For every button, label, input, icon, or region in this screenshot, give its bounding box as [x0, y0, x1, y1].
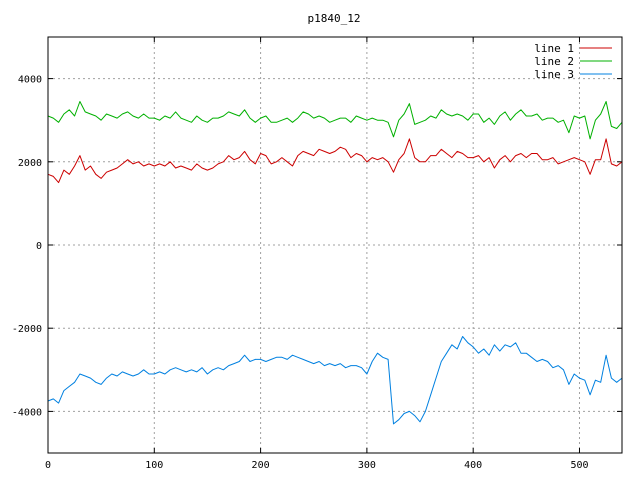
- y-tick-label: 0: [36, 241, 42, 252]
- legend-label: line 2: [534, 55, 574, 68]
- chart-title: p1840_12: [308, 12, 361, 25]
- y-tick-label: 2000: [18, 158, 42, 169]
- axis-ticks: 0 100 200 300 400 500 -4000 -2000 0 2000 4000: [12, 37, 622, 471]
- series-lines: [47, 101, 623, 425]
- series-line-1: [47, 138, 623, 184]
- grid-lines: [48, 37, 622, 453]
- x-tick-label: 200: [252, 460, 270, 471]
- x-tick-label: 500: [570, 460, 588, 471]
- y-tick-label: 4000: [18, 75, 42, 86]
- legend-label: line 1: [534, 42, 574, 55]
- legend-label: line 3: [534, 68, 574, 81]
- x-tick-label: 400: [464, 460, 482, 471]
- y-tick-label: -4000: [12, 407, 42, 418]
- series-line-3: [47, 336, 623, 425]
- x-tick-label: 300: [358, 460, 376, 471]
- x-tick-label: 100: [145, 460, 163, 471]
- y-tick-label: -2000: [12, 324, 42, 335]
- x-tick-label: 0: [45, 460, 51, 471]
- series-line-2: [47, 101, 623, 140]
- plot-frame: [47, 36, 623, 454]
